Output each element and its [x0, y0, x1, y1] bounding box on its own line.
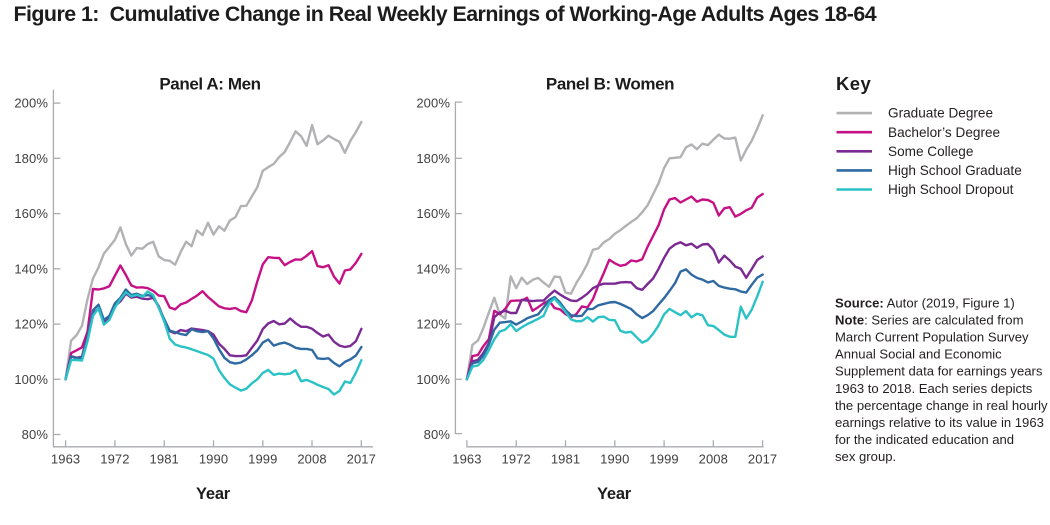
svg-text:1972: 1972: [100, 452, 129, 467]
svg-text:Year: Year: [597, 485, 632, 503]
svg-text:sex group.: sex group.: [835, 449, 896, 464]
svg-text:1981: 1981: [150, 452, 179, 467]
svg-text:80%: 80%: [424, 427, 451, 442]
svg-text:Panel A: Men: Panel A: Men: [159, 75, 260, 94]
svg-text:the percentage change in real: the percentage change in real hourly: [835, 398, 1048, 413]
svg-text:Bachelor’s Degree: Bachelor’s Degree: [888, 125, 1000, 140]
svg-text:100%: 100%: [416, 372, 450, 387]
svg-text:Year: Year: [196, 485, 231, 503]
svg-text:160%: 160%: [14, 206, 48, 221]
svg-text:2008: 2008: [297, 452, 326, 467]
svg-text:for the indicated education an: for the indicated education and: [835, 432, 1014, 447]
svg-text:1963 to 2018. Each series depi: 1963 to 2018. Each series depicts: [835, 381, 1033, 396]
svg-text:200%: 200%: [416, 96, 450, 111]
svg-text:1972: 1972: [502, 452, 531, 467]
svg-text:High School Graduate: High School Graduate: [888, 163, 1022, 178]
svg-text:Some College: Some College: [888, 144, 973, 159]
svg-text:2017: 2017: [347, 452, 376, 467]
svg-text:Graduate Degree: Graduate Degree: [888, 106, 993, 121]
svg-text:160%: 160%: [416, 206, 450, 221]
svg-text:1981: 1981: [551, 452, 580, 467]
svg-text:1963: 1963: [51, 452, 80, 467]
svg-text:Key: Key: [836, 73, 871, 94]
svg-text:Annual Social and Economic: Annual Social and Economic: [835, 347, 1002, 362]
svg-text:200%: 200%: [14, 96, 48, 111]
svg-text:120%: 120%: [416, 317, 450, 332]
svg-text:1999: 1999: [649, 452, 678, 467]
svg-text:Figure 1: Cumulative Change i: Figure 1: Cumulative Change in Real Week…: [14, 2, 877, 26]
svg-text:120%: 120%: [14, 317, 48, 332]
svg-text:140%: 140%: [14, 261, 48, 276]
svg-text:Note: Series are calculated fr: Note: Series are calculated from: [835, 313, 1024, 328]
svg-text:Supplement data for earnings y: Supplement data for earnings years: [835, 364, 1043, 379]
svg-text:1999: 1999: [248, 452, 277, 467]
svg-text:80%: 80%: [22, 427, 49, 442]
svg-text:earnings relative to its value: earnings relative to its value in 1963: [835, 415, 1044, 430]
svg-text:March Current Population Surve: March Current Population Survey: [835, 330, 1029, 345]
svg-text:Panel B: Women: Panel B: Women: [546, 75, 674, 94]
svg-text:High School Dropout: High School Dropout: [888, 182, 1014, 197]
svg-text:1990: 1990: [199, 452, 228, 467]
svg-text:2017: 2017: [748, 452, 777, 467]
svg-text:100%: 100%: [14, 372, 48, 387]
svg-text:1963: 1963: [452, 452, 481, 467]
svg-text:1990: 1990: [600, 452, 629, 467]
svg-text:Source: Autor (2019, Figure 1): Source: Autor (2019, Figure 1): [835, 296, 1015, 311]
svg-text:140%: 140%: [416, 261, 450, 276]
svg-text:180%: 180%: [416, 151, 450, 166]
svg-text:2008: 2008: [699, 452, 728, 467]
svg-text:180%: 180%: [14, 151, 48, 166]
